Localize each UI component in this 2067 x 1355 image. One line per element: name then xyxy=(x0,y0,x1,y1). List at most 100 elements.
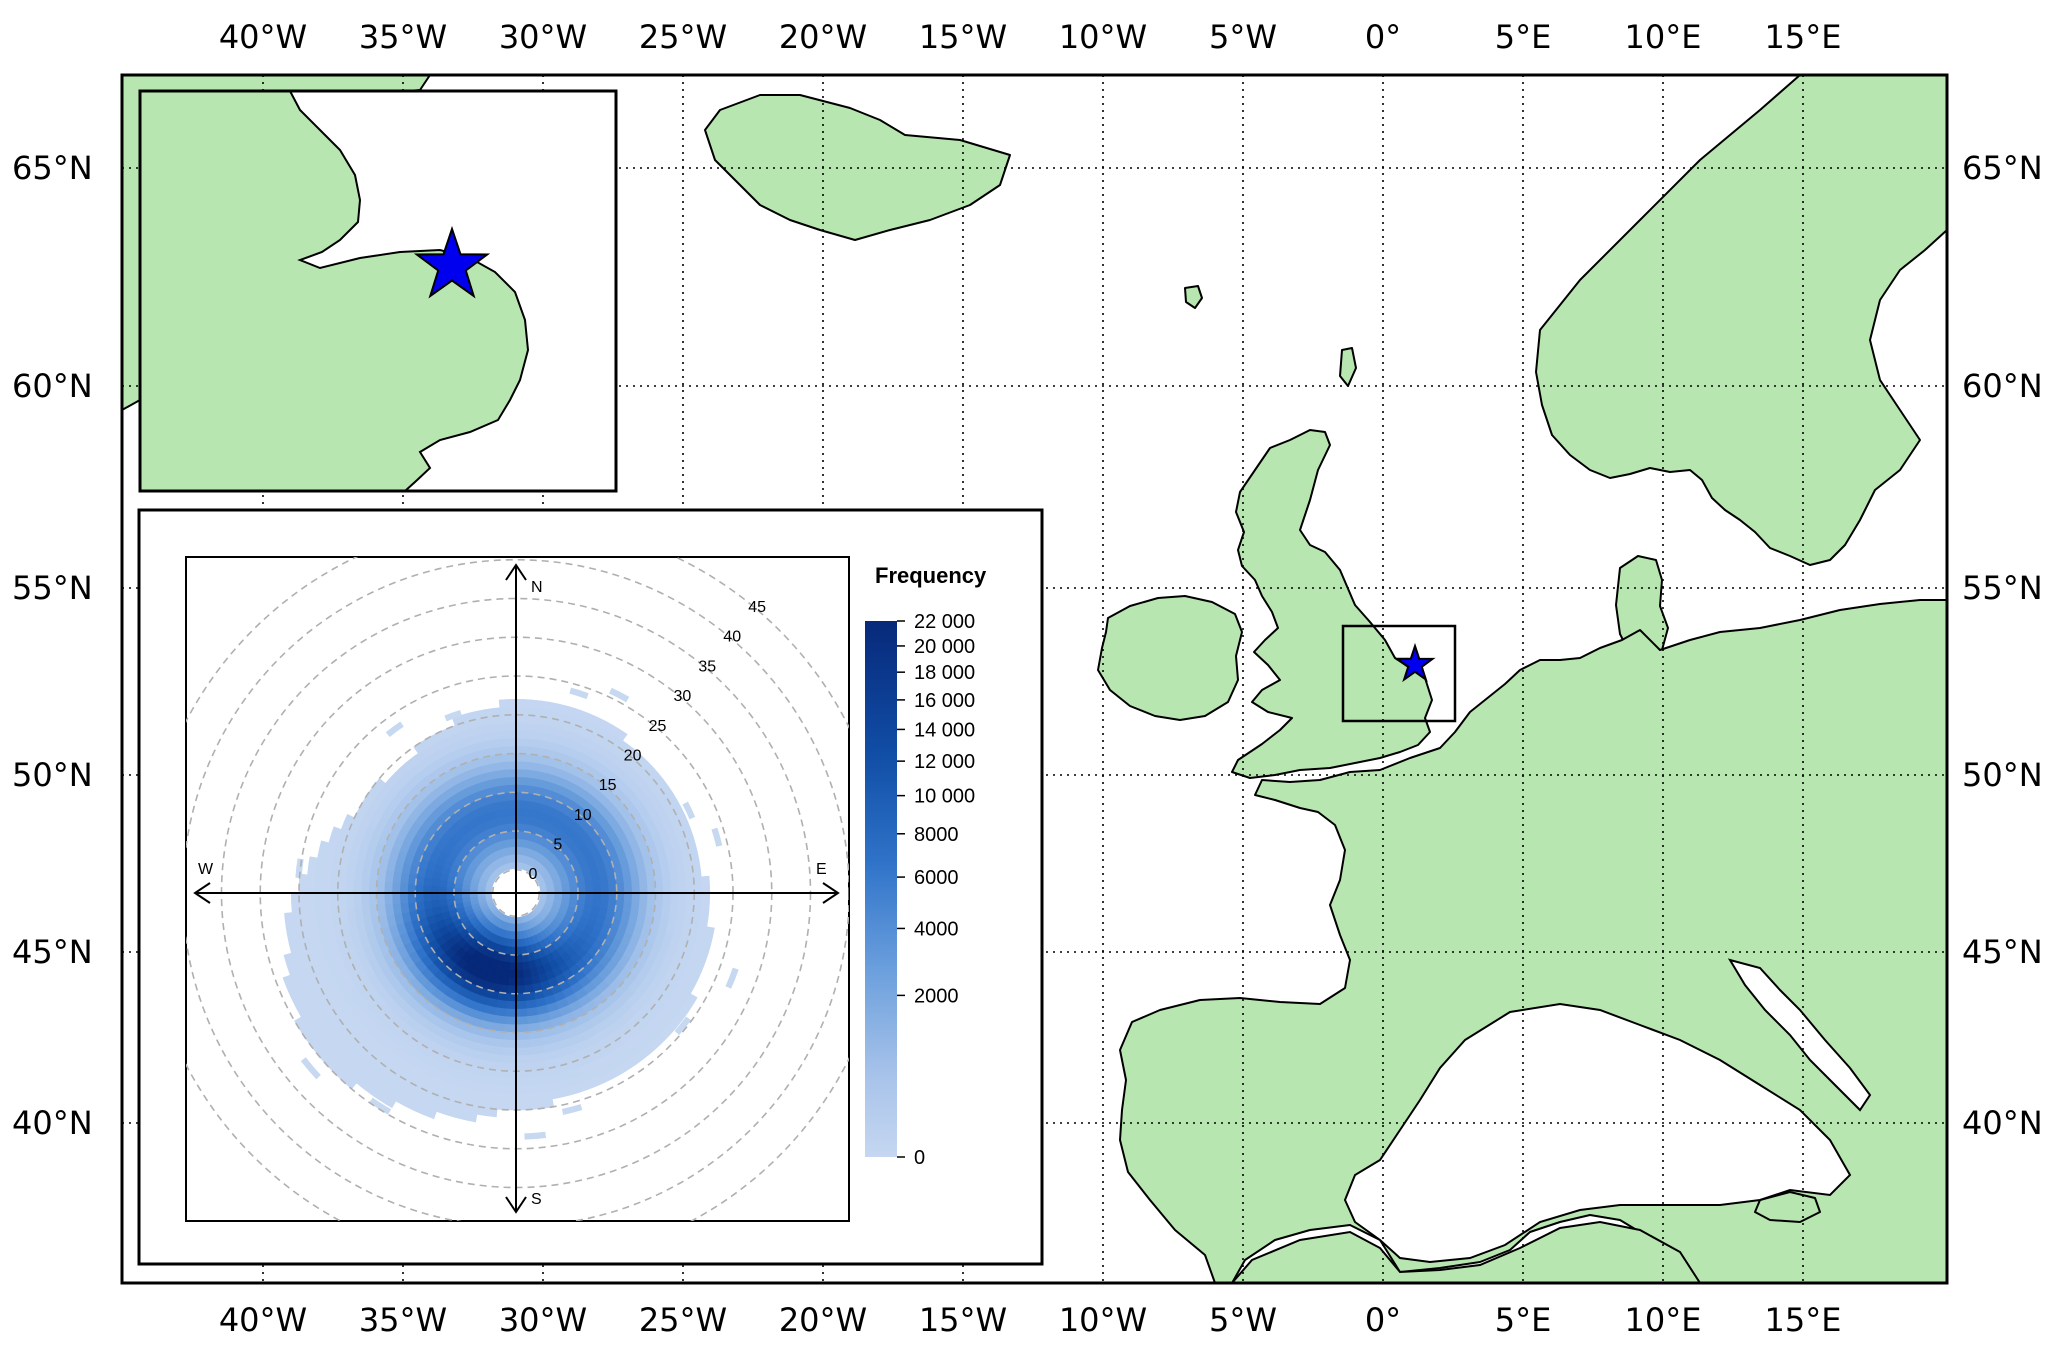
polar-bin xyxy=(599,876,609,886)
polar-bin xyxy=(677,892,687,909)
lon-label-bottom: 35°W xyxy=(359,1301,447,1339)
polar-bin xyxy=(368,879,378,894)
polar-bin xyxy=(504,768,517,778)
polar-bin xyxy=(407,892,416,903)
polar-bin xyxy=(438,885,447,894)
lon-label-bottom: 40°W xyxy=(219,1301,307,1339)
lat-label-left: 55°N xyxy=(12,569,93,607)
polar-bin xyxy=(383,892,393,905)
polar-bin xyxy=(505,776,517,786)
lat-label-right: 50°N xyxy=(1962,756,2043,794)
legend-label: 6000 xyxy=(914,867,959,889)
polar-bin xyxy=(345,877,355,894)
polar-bin xyxy=(616,883,625,894)
polar-bin xyxy=(506,791,517,801)
polar-bin xyxy=(506,993,517,1002)
polar-bin xyxy=(391,892,401,905)
lat-label-left: 50°N xyxy=(12,756,93,794)
lat-label-right: 55°N xyxy=(1962,569,2043,607)
legend-label: 20 000 xyxy=(914,636,975,658)
latitude-labels-right: 65°N 60°N 55°N 50°N 45°N 40°N xyxy=(1962,149,2043,1142)
polar-bin xyxy=(506,784,517,793)
polar-bin xyxy=(317,840,330,860)
polar-bin xyxy=(502,815,511,825)
polar-axes xyxy=(193,563,840,1214)
polar-radial-label: 40 xyxy=(723,629,741,646)
polar-bin-sparse xyxy=(444,710,462,722)
polar-bin xyxy=(399,892,409,904)
polar-bin xyxy=(585,885,594,894)
polar-bin xyxy=(500,1054,517,1064)
polar-bin-sparse xyxy=(524,1131,547,1140)
polar-bin xyxy=(662,879,672,894)
polar-bin xyxy=(345,892,355,909)
polar-bin xyxy=(502,737,517,747)
polar-radial-label: 25 xyxy=(649,718,667,735)
lon-label-top: 35°W xyxy=(359,18,447,56)
legend-label: 18 000 xyxy=(914,662,975,684)
lon-label-top: 5°E xyxy=(1495,18,1552,56)
polar-bin xyxy=(376,880,386,894)
lon-label-bottom: 5°W xyxy=(1209,1301,1277,1339)
polar-bin xyxy=(515,1016,528,1026)
polar-bin xyxy=(515,768,528,778)
polar-bin xyxy=(576,880,586,888)
lon-label-top: 20°W xyxy=(779,18,867,56)
polar-bin xyxy=(399,882,409,894)
polar-bin xyxy=(700,875,711,894)
polar-bin xyxy=(503,823,511,833)
direction-label-s: S xyxy=(531,1191,542,1208)
polar-bin-sparse xyxy=(300,1057,321,1080)
polar-bin-sparse xyxy=(385,721,404,738)
polar-bin xyxy=(307,856,318,876)
south-arrow-icon xyxy=(505,1196,527,1214)
inset-frame xyxy=(138,89,618,493)
polar-bin xyxy=(497,1093,517,1103)
inset-site-star-icon xyxy=(413,225,491,299)
lat-label-left: 40°N xyxy=(12,1104,93,1142)
west-arrow-icon xyxy=(193,882,211,904)
polar-bin xyxy=(352,892,362,908)
polar-bin-sparse xyxy=(725,967,739,989)
lat-label-right: 60°N xyxy=(1962,367,2043,405)
polar-bin xyxy=(502,745,517,755)
polar-bin xyxy=(515,1085,534,1095)
polar-bin xyxy=(282,974,299,999)
polar-bin xyxy=(422,884,432,894)
polar-radial-label: 30 xyxy=(673,688,691,705)
lon-label-top: 30°W xyxy=(499,18,587,56)
polar-bin xyxy=(352,878,362,894)
polar-bin xyxy=(501,1047,517,1057)
polar-bin xyxy=(521,961,530,971)
lon-label-top: 5°W xyxy=(1209,18,1277,56)
direction-label-e: E xyxy=(816,861,827,878)
polar-bin xyxy=(515,1000,527,1010)
polar-bin xyxy=(328,826,342,846)
polar-bin xyxy=(592,892,602,901)
polar-bin xyxy=(584,879,594,888)
polar-bin xyxy=(503,1023,517,1033)
polar-bin xyxy=(383,881,393,894)
polar-bin xyxy=(438,892,447,901)
mediterranean-sea-overlay xyxy=(1229,958,1872,1284)
lat-label-left: 45°N xyxy=(12,933,93,971)
polar-bin-sparse xyxy=(609,687,630,703)
lat-label-left: 60°N xyxy=(12,367,93,405)
legend-label: 12 000 xyxy=(914,751,975,773)
denmark-land xyxy=(1615,555,1669,661)
polar-bin xyxy=(515,1023,529,1033)
lon-label-bottom: 0° xyxy=(1365,1301,1401,1339)
legend-label: 22 000 xyxy=(914,611,975,633)
polar-bin xyxy=(662,892,672,907)
legend-label: 2000 xyxy=(914,985,959,1007)
polar-bin xyxy=(592,885,602,894)
polar-bin xyxy=(700,892,711,911)
polar-bin xyxy=(430,899,441,909)
polar-bin xyxy=(283,952,298,976)
polar-bin xyxy=(654,879,664,894)
polar-bin xyxy=(515,962,524,971)
polar-bin xyxy=(515,753,529,763)
polar-bin xyxy=(508,815,517,824)
